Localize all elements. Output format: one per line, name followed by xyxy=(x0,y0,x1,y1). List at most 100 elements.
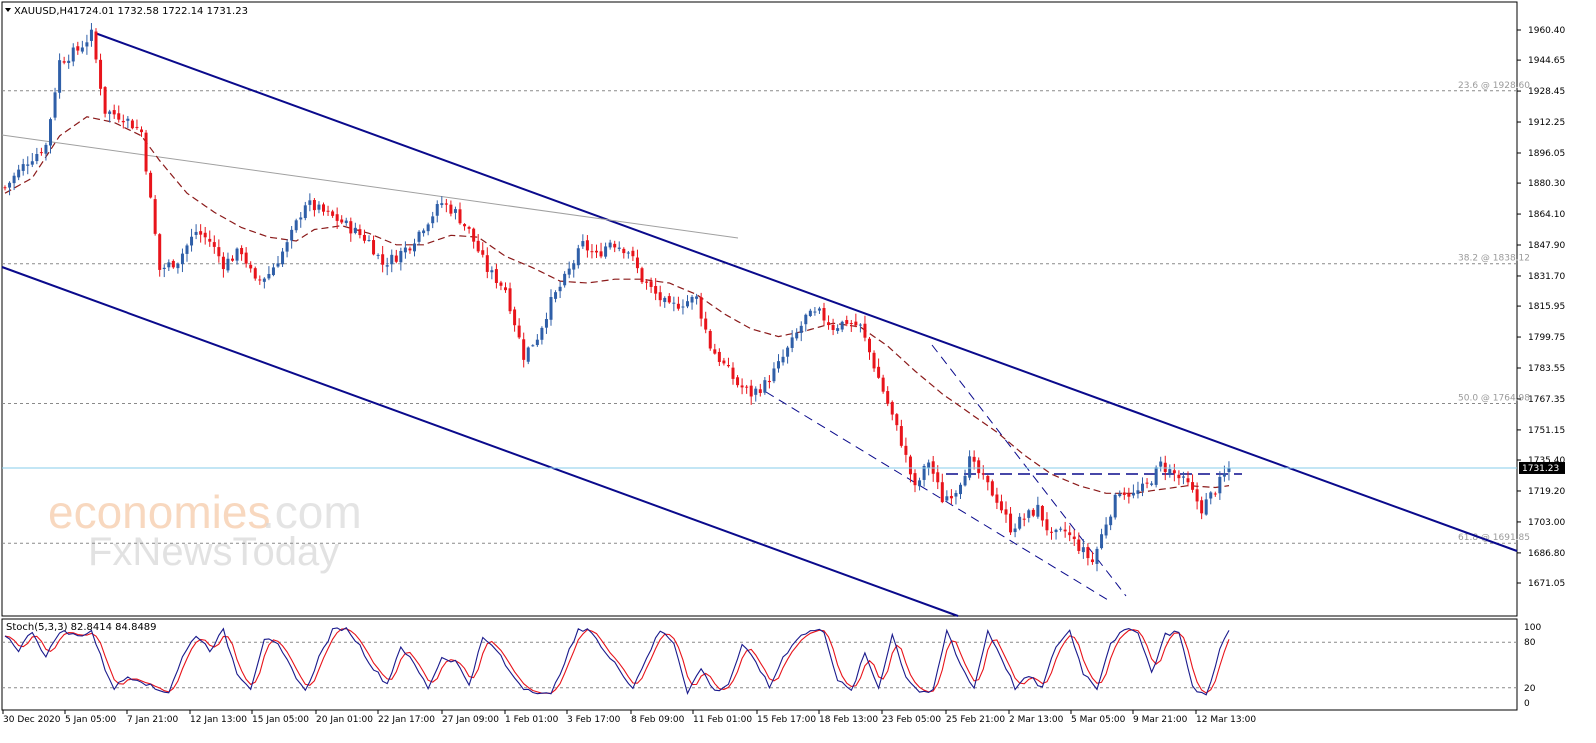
candle-body xyxy=(999,501,1003,511)
y-tick-label: 1815.95 xyxy=(1528,302,1565,312)
x-tick-label: 12 Mar 13:00 xyxy=(1196,715,1256,725)
candles xyxy=(3,23,1231,572)
candle-body xyxy=(563,273,567,286)
x-tick-label: 23 Feb 05:00 xyxy=(882,715,941,725)
candle-body xyxy=(158,234,162,270)
candle-body xyxy=(544,319,548,328)
candle-body xyxy=(494,269,498,284)
x-tick-label: 2 Mar 13:00 xyxy=(1009,715,1064,725)
candle-body xyxy=(431,216,435,224)
candle-body xyxy=(258,279,262,281)
candle-body xyxy=(581,241,585,247)
candle-body xyxy=(676,303,680,309)
candle-body xyxy=(1227,467,1231,473)
current-price-box xyxy=(1519,461,1565,474)
x-tick-label: 5 Mar 05:00 xyxy=(1071,715,1126,725)
candle-body xyxy=(927,462,931,468)
candle-body xyxy=(199,231,203,235)
candle-body xyxy=(686,301,689,307)
candle-body xyxy=(717,351,721,362)
y-tick-label: 1944.65 xyxy=(1528,56,1565,66)
candle-body xyxy=(372,240,376,255)
x-tick-label: 27 Jan 09:00 xyxy=(442,715,499,725)
candle-body xyxy=(253,268,257,279)
channel-lower-line xyxy=(1,266,959,617)
candle-body xyxy=(781,356,785,363)
candle-body xyxy=(786,347,790,357)
x-tick-label: 7 Jan 21:00 xyxy=(127,715,179,725)
candle-body xyxy=(522,339,526,360)
candle-body xyxy=(572,263,576,270)
candle-body xyxy=(813,311,817,313)
candle-body xyxy=(526,347,530,362)
candle-body xyxy=(322,204,325,212)
candle-body xyxy=(908,456,912,475)
fib-level-label: 38.2 @ 1838.12 xyxy=(1458,254,1530,264)
candle-body xyxy=(240,248,244,255)
candle-body xyxy=(94,31,98,60)
candle-body xyxy=(12,175,16,184)
candle-body xyxy=(303,205,307,219)
candle-body xyxy=(1122,492,1126,495)
candle-body xyxy=(804,314,808,325)
candle-body xyxy=(672,302,676,304)
candle-body xyxy=(1036,504,1040,517)
candle-body xyxy=(1163,462,1167,473)
candle-body xyxy=(1186,478,1190,483)
y-tick-label: 1799.75 xyxy=(1528,333,1565,343)
candle-body xyxy=(1209,492,1213,499)
candle-body xyxy=(654,286,658,294)
candle-body xyxy=(990,481,994,496)
candle-body xyxy=(349,221,353,234)
candle-body xyxy=(872,352,876,369)
candle-body xyxy=(740,385,744,388)
candle-body xyxy=(890,402,894,415)
candle-body xyxy=(1172,470,1176,474)
candle-body xyxy=(554,292,558,299)
candle-body xyxy=(617,247,621,249)
x-tick-label: 3 Feb 17:00 xyxy=(567,715,621,725)
y-tick-label: 1719.20 xyxy=(1528,487,1565,497)
candle-body xyxy=(335,214,339,221)
candle-body xyxy=(358,229,362,236)
candle-body xyxy=(690,296,694,303)
x-tick-label: 30 Dec 2020 xyxy=(3,715,61,725)
stoch-tick-label: 20 xyxy=(1524,684,1536,694)
y-tick-label: 1735.40 xyxy=(1528,456,1565,466)
collapse-triangle-icon[interactable] xyxy=(5,8,11,12)
candle-body xyxy=(149,172,153,198)
candle-body xyxy=(868,338,871,353)
candle-body xyxy=(604,246,608,257)
candle-body xyxy=(540,327,544,340)
candle-body xyxy=(1031,509,1035,516)
candle-body xyxy=(831,324,835,330)
candle-body xyxy=(85,42,89,47)
stoch-pane-frame xyxy=(1,618,1518,711)
candle-body xyxy=(808,310,812,316)
candle-body xyxy=(235,248,239,261)
candle-body xyxy=(513,309,517,326)
candle-body xyxy=(904,445,908,455)
candle-body xyxy=(458,209,462,224)
candle-body xyxy=(499,282,503,286)
candle-body xyxy=(8,182,12,188)
candle-body xyxy=(294,220,298,231)
candle-body xyxy=(645,281,649,283)
candle-body xyxy=(1009,513,1013,533)
stoch-main-line xyxy=(4,627,1230,696)
candle-body xyxy=(481,250,485,255)
candle-body xyxy=(836,328,840,331)
x-tick-label: 18 Feb 13:00 xyxy=(819,715,878,725)
y-tick-label: 1831.70 xyxy=(1528,272,1565,282)
candle-body xyxy=(1131,492,1135,496)
candle-body xyxy=(626,252,630,254)
x-tick-label: 1 Feb 01:00 xyxy=(505,715,559,725)
candle-body xyxy=(308,200,312,205)
candle-body xyxy=(426,224,430,232)
candle-body xyxy=(945,496,949,501)
fib-level-label: 50.0 @ 1764.98 xyxy=(1458,393,1530,403)
candle-body xyxy=(1213,493,1217,495)
candle-body xyxy=(1086,547,1090,559)
candle-body xyxy=(326,210,330,212)
candle-body xyxy=(403,247,407,253)
